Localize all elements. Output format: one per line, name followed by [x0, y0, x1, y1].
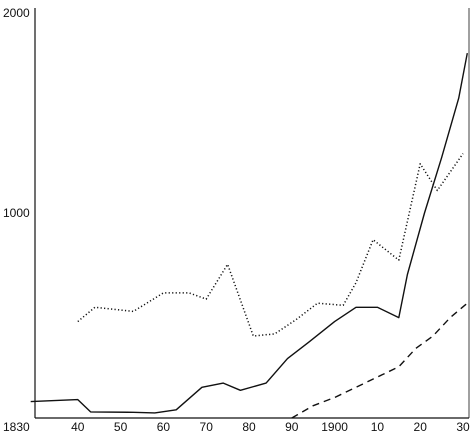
- series-lines: [30, 52, 468, 419]
- x-tick-label: 70: [200, 420, 214, 434]
- x-tick-label: 90: [285, 420, 299, 434]
- x-tick-label: 40: [71, 420, 85, 434]
- series-line-solid: [30, 52, 468, 414]
- series-line-dashed: [291, 302, 468, 419]
- x-tick-label: 1830: [3, 420, 30, 434]
- axis-tick-labels: 1830 40 50 60 70 80 90 1900 10 20 30 1000 2000: [3, 6, 470, 434]
- y-tick-label: 2000: [3, 6, 30, 20]
- series-line-dotted: [77, 153, 464, 337]
- x-tick-label: 50: [114, 420, 128, 434]
- chart-frame: [34, 8, 470, 419]
- x-tick-label: 10: [371, 420, 385, 434]
- x-tick-label: 20: [414, 420, 428, 434]
- x-tick-label: 1900: [321, 420, 348, 434]
- x-tick-label: 80: [242, 420, 256, 434]
- x-tick-label: 30: [456, 420, 470, 434]
- x-tick-label: 60: [157, 420, 171, 434]
- y-tick-label: 1000: [3, 206, 30, 220]
